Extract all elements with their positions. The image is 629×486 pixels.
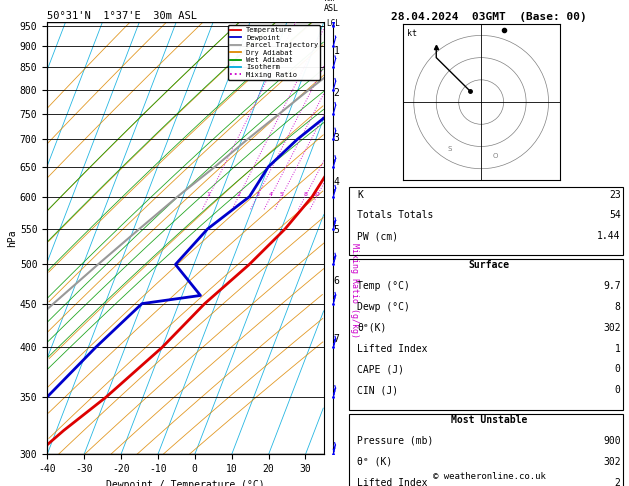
Text: 1: 1 — [615, 344, 621, 354]
Text: 302: 302 — [603, 323, 621, 333]
Text: Surface: Surface — [469, 260, 509, 270]
Text: 28.04.2024  03GMT  (Base: 00): 28.04.2024 03GMT (Base: 00) — [391, 12, 587, 22]
Text: 0: 0 — [615, 385, 621, 396]
Text: θᵉ (K): θᵉ (K) — [357, 457, 392, 467]
Text: 2: 2 — [237, 191, 240, 197]
Bar — [349, 187, 623, 255]
Text: Lifted Index: Lifted Index — [357, 344, 428, 354]
Text: 50°31'N  1°37'E  30m ASL: 50°31'N 1°37'E 30m ASL — [47, 11, 197, 21]
Text: 10: 10 — [313, 191, 321, 197]
Text: PW (cm): PW (cm) — [357, 231, 399, 242]
Text: 3: 3 — [255, 191, 259, 197]
Text: Lifted Index: Lifted Index — [357, 478, 428, 486]
Bar — [349, 414, 623, 486]
Text: 54: 54 — [609, 210, 621, 221]
Text: 0: 0 — [615, 364, 621, 375]
Text: Temp (°C): Temp (°C) — [357, 281, 410, 291]
Text: 5: 5 — [279, 191, 284, 197]
Text: 23: 23 — [609, 190, 621, 200]
Text: Dewp (°C): Dewp (°C) — [357, 302, 410, 312]
Text: 9.7: 9.7 — [603, 281, 621, 291]
Text: 4: 4 — [269, 191, 272, 197]
Text: kt: kt — [408, 29, 417, 38]
Text: 8: 8 — [303, 191, 307, 197]
Text: 1: 1 — [207, 191, 211, 197]
Text: 2: 2 — [615, 478, 621, 486]
Text: 900: 900 — [603, 436, 621, 446]
Bar — [349, 259, 623, 410]
Text: © weatheronline.co.uk: © weatheronline.co.uk — [433, 472, 545, 481]
Text: O: O — [493, 153, 498, 158]
Text: km
ASL: km ASL — [324, 0, 339, 13]
Text: Pressure (mb): Pressure (mb) — [357, 436, 434, 446]
Text: CAPE (J): CAPE (J) — [357, 364, 404, 375]
Text: Most Unstable: Most Unstable — [451, 415, 527, 425]
Text: Mixing Ratio (g/kg): Mixing Ratio (g/kg) — [350, 243, 359, 338]
Text: S: S — [447, 146, 452, 152]
X-axis label: Dewpoint / Temperature (°C): Dewpoint / Temperature (°C) — [106, 480, 265, 486]
Y-axis label: hPa: hPa — [7, 229, 17, 247]
Text: CIN (J): CIN (J) — [357, 385, 399, 396]
Text: Totals Totals: Totals Totals — [357, 210, 434, 221]
Text: LCL: LCL — [326, 19, 340, 28]
Text: 302: 302 — [603, 457, 621, 467]
Text: K: K — [357, 190, 364, 200]
Text: θᵉ(K): θᵉ(K) — [357, 323, 387, 333]
Legend: Temperature, Dewpoint, Parcel Trajectory, Dry Adiabat, Wet Adiabat, Isotherm, Mi: Temperature, Dewpoint, Parcel Trajectory… — [228, 25, 320, 80]
Text: 1.44: 1.44 — [597, 231, 621, 242]
Text: 8: 8 — [615, 302, 621, 312]
